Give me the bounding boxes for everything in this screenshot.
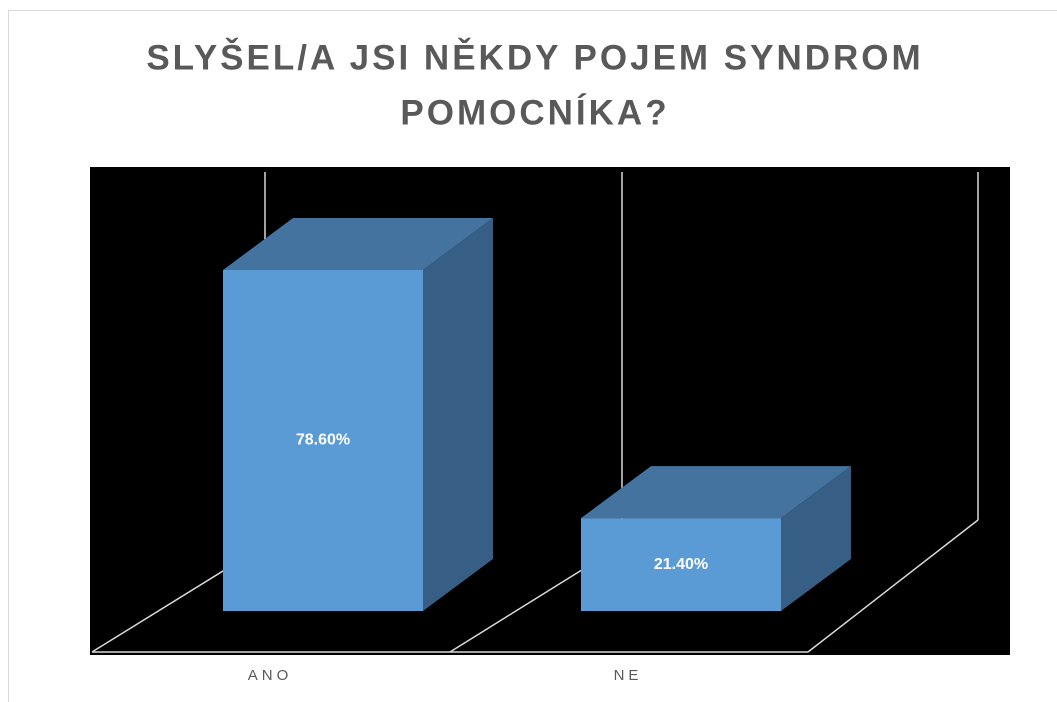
bar — [223, 270, 423, 611]
bar — [581, 518, 781, 611]
frame — [8, 10, 1057, 702]
data-label: 78.60% — [296, 432, 350, 449]
chart-title: SLYŠEL/A JSI NĚKDY POJEM SYNDROM — [146, 37, 923, 77]
bar-side — [423, 218, 493, 611]
bar-side — [781, 466, 851, 611]
bar-top — [223, 218, 493, 270]
data-label: 21.40% — [654, 556, 708, 573]
x-tick-label: NE — [614, 667, 643, 684]
x-tick-label: ANO — [248, 667, 293, 684]
bar-top — [581, 466, 851, 519]
chart-title: POMOCNÍKA? — [400, 92, 669, 132]
